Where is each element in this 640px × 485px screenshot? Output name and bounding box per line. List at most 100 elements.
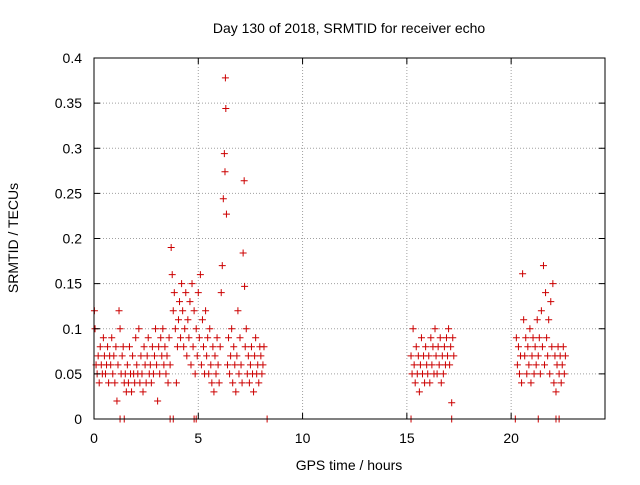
data-point (537, 307, 545, 315)
data-point (110, 352, 118, 360)
data-point (208, 379, 216, 387)
data-point (107, 361, 115, 369)
data-point (513, 361, 521, 369)
data-point (203, 352, 211, 360)
data-point (196, 271, 204, 279)
data-point (229, 379, 237, 387)
data-point (114, 361, 122, 369)
x-tick-label: 15 (399, 430, 415, 446)
data-point (163, 352, 171, 360)
data-point (526, 325, 534, 333)
data-point (241, 343, 249, 351)
data-point (445, 325, 453, 333)
data-point (435, 361, 443, 369)
data-point (185, 334, 193, 342)
data-point (168, 271, 176, 279)
data-point (161, 343, 169, 351)
data-point (558, 361, 566, 369)
data-point (129, 352, 137, 360)
data-point (242, 325, 250, 333)
x-tick-label: 0 (90, 430, 98, 446)
data-point (546, 370, 554, 378)
y-tick-label: 0.05 (55, 366, 82, 382)
data-point (447, 343, 455, 351)
data-point (144, 334, 152, 342)
data-point (210, 388, 218, 396)
data-point (166, 361, 174, 369)
data-point (407, 352, 415, 360)
data-point (165, 334, 173, 342)
y-tick-label: 0.1 (63, 321, 83, 337)
data-point (543, 334, 551, 342)
data-point (552, 388, 560, 396)
data-point (520, 316, 528, 324)
data-point (449, 334, 457, 342)
data-point (209, 343, 217, 351)
data-point (246, 361, 254, 369)
grid (94, 58, 605, 419)
data-point (212, 370, 220, 378)
y-axis-label: SRMTID / TECUs (5, 183, 21, 293)
data-point (448, 399, 456, 407)
data-point (174, 316, 182, 324)
data-point (202, 307, 210, 315)
data-point (524, 343, 532, 351)
data-point (189, 343, 197, 351)
data-point (425, 352, 433, 360)
data-point (116, 325, 124, 333)
data-point (193, 352, 201, 360)
data-point (152, 325, 160, 333)
data-point (525, 361, 533, 369)
data-point (211, 352, 219, 360)
data-point (179, 307, 187, 315)
data-point (146, 361, 154, 369)
data-point (230, 343, 238, 351)
data-point (528, 352, 536, 360)
data-point (184, 316, 192, 324)
data-point (115, 307, 123, 315)
data-point (171, 325, 179, 333)
data-points (90, 74, 569, 423)
data-point (111, 379, 119, 387)
data-point (433, 370, 441, 378)
data-point (177, 334, 185, 342)
data-point (426, 379, 434, 387)
data-point (109, 370, 117, 378)
data-point (437, 379, 445, 387)
data-point (547, 298, 555, 306)
data-point (167, 244, 175, 252)
data-point (550, 379, 558, 387)
data-point (428, 361, 436, 369)
data-point (137, 352, 145, 360)
data-point (541, 361, 549, 369)
data-point (113, 397, 121, 405)
data-point (250, 388, 258, 396)
data-point (153, 361, 161, 369)
data-point (231, 361, 239, 369)
y-tick-label: 0 (74, 411, 82, 427)
data-point (200, 343, 207, 351)
data-point (260, 343, 268, 351)
data-point (96, 343, 104, 351)
data-point (170, 289, 178, 297)
data-point (531, 343, 539, 351)
data-point (409, 325, 417, 333)
data-point (241, 282, 249, 290)
y-tick-label: 0.15 (55, 276, 82, 292)
data-point (187, 361, 195, 369)
data-point (101, 370, 109, 378)
data-point (99, 334, 107, 342)
data-point (221, 168, 229, 176)
data-point (416, 361, 424, 369)
data-point (207, 361, 215, 369)
data-point (217, 289, 225, 297)
data-point (548, 343, 556, 351)
data-point (534, 352, 542, 360)
data-point (422, 343, 430, 351)
data-point (417, 334, 425, 342)
data-point (135, 325, 143, 333)
data-point (549, 280, 557, 288)
data-point (206, 325, 214, 333)
data-point (252, 334, 260, 342)
data-point (136, 379, 144, 387)
